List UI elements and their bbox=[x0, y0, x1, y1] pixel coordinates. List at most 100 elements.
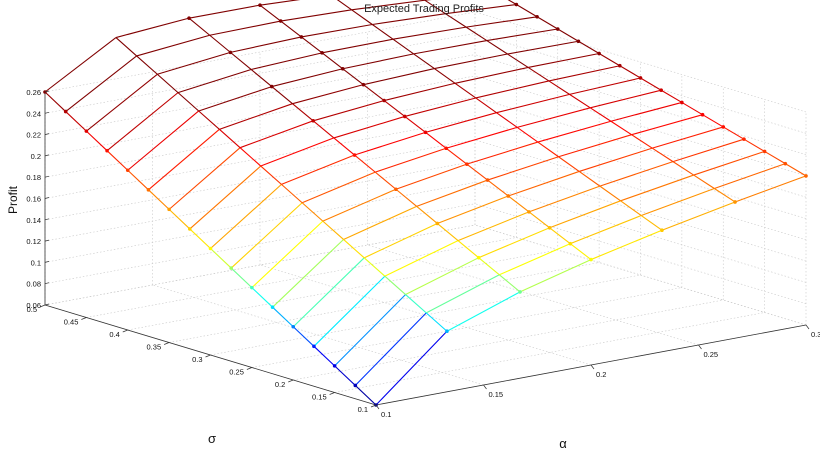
surface-line-sigma bbox=[364, 223, 437, 257]
surface-line-sigma bbox=[559, 135, 632, 157]
sigma-tick-mark bbox=[247, 368, 252, 370]
z-tick-mark bbox=[45, 134, 49, 135]
alpha-tick-label: 0.25 bbox=[704, 350, 719, 359]
surface-line-sigma bbox=[426, 275, 499, 313]
surface-line-sigma bbox=[611, 102, 682, 121]
surface-line-sigma bbox=[426, 113, 497, 133]
surface-point bbox=[258, 3, 262, 7]
surface-line-sigma bbox=[714, 164, 785, 189]
surface-point bbox=[660, 228, 664, 232]
surface-line-sigma bbox=[314, 276, 385, 346]
surface-line-alpha bbox=[529, 212, 550, 228]
sigma-tick-label: 0.45 bbox=[64, 318, 79, 327]
surface-line-alpha bbox=[599, 53, 620, 65]
side-wall-gridline bbox=[475, 97, 806, 197]
surface-line-sigma bbox=[293, 258, 364, 327]
surface-line-alpha bbox=[661, 90, 682, 102]
alpha-tick-label: 0.15 bbox=[489, 390, 504, 399]
surface-line-alpha bbox=[487, 41, 508, 54]
surface-point bbox=[577, 39, 581, 43]
surface-line-alpha bbox=[385, 276, 406, 294]
surface-line-sigma bbox=[417, 180, 488, 206]
z-tick-label: 0.12 bbox=[26, 237, 41, 246]
surface-line-alpha bbox=[107, 151, 128, 171]
surface-line-sigma bbox=[372, 14, 445, 25]
z-tick-label: 0.2 bbox=[31, 152, 41, 161]
surface-point bbox=[589, 258, 593, 262]
surface-point bbox=[188, 227, 192, 231]
surface-line-alpha bbox=[302, 203, 323, 221]
surface-line-alpha bbox=[516, 5, 537, 17]
surface-line-alpha bbox=[344, 239, 365, 257]
surface-line-sigma bbox=[355, 313, 426, 386]
z-tick-mark bbox=[45, 283, 49, 284]
surface-line-alpha bbox=[281, 21, 302, 37]
surface-line-sigma bbox=[273, 239, 344, 307]
surface-line-sigma bbox=[385, 241, 458, 277]
surface-line-sigma bbox=[230, 37, 301, 52]
surface-line-sigma bbox=[652, 127, 723, 148]
surface-line-alpha bbox=[682, 102, 703, 114]
surface-point bbox=[311, 119, 315, 123]
surface-point bbox=[659, 88, 663, 92]
surface-point bbox=[527, 210, 531, 214]
surface-line-sigma bbox=[116, 18, 189, 37]
surface-line-sigma bbox=[496, 94, 569, 112]
surface-line-sigma bbox=[405, 98, 476, 116]
surface-line-alpha bbox=[508, 196, 529, 212]
surface-line-alpha bbox=[611, 121, 632, 134]
surface-line-alpha bbox=[620, 66, 641, 78]
surface-point bbox=[126, 168, 130, 172]
surface-line-sigma bbox=[467, 142, 538, 164]
surface-line-alpha bbox=[260, 5, 281, 21]
surface-line-alpha bbox=[446, 148, 467, 164]
surface-line-sigma bbox=[673, 139, 744, 161]
surface-point bbox=[639, 76, 643, 80]
back-wall-gridline bbox=[45, 33, 475, 113]
surface-line-sigma bbox=[189, 5, 260, 18]
surface-line-sigma bbox=[231, 203, 302, 268]
surface-point bbox=[64, 110, 68, 114]
surface-point bbox=[680, 101, 684, 105]
surface-line-sigma bbox=[641, 189, 714, 216]
surface-line-alpha bbox=[785, 164, 806, 176]
alpha-tick-label: 0.2 bbox=[596, 370, 606, 379]
surface-line-alpha bbox=[331, 0, 352, 10]
sigma-tick-mark bbox=[81, 318, 86, 320]
sigma-tick-mark bbox=[288, 380, 293, 382]
surface-line-alpha bbox=[157, 74, 178, 92]
surface-line-alpha bbox=[190, 229, 211, 249]
z-tick-mark bbox=[45, 198, 49, 199]
surface-line-sigma bbox=[355, 132, 426, 155]
z-tick-mark bbox=[45, 219, 49, 220]
surface-line-sigma bbox=[487, 29, 558, 41]
surface-line-alpha bbox=[137, 56, 158, 74]
surface-line-sigma bbox=[447, 292, 520, 331]
surface-line-alpha bbox=[499, 275, 520, 292]
surface-point bbox=[515, 3, 519, 7]
surface-point bbox=[733, 200, 737, 204]
sigma-tick-label: 0.25 bbox=[229, 368, 244, 377]
surface-line-sigma bbox=[137, 35, 210, 56]
surface-line-sigma bbox=[396, 164, 467, 189]
surface-line-sigma bbox=[579, 148, 652, 171]
surface-point bbox=[548, 226, 552, 230]
surface-point bbox=[300, 35, 304, 39]
surface-line-sigma bbox=[199, 87, 272, 111]
surface-line-sigma bbox=[520, 260, 591, 292]
surface-point bbox=[291, 325, 295, 329]
surface-line-sigma bbox=[363, 69, 434, 85]
surface-line-alpha bbox=[292, 104, 313, 121]
surface-point bbox=[354, 384, 358, 388]
surface-line-alpha bbox=[426, 313, 447, 331]
alpha-tick-mark bbox=[699, 345, 702, 349]
surface-line-alpha bbox=[538, 142, 559, 157]
back-wall-gridline bbox=[45, 76, 475, 156]
surface-line-sigma bbox=[66, 56, 137, 112]
side-wall-gridline bbox=[475, 33, 806, 133]
surface-line-sigma bbox=[600, 162, 673, 187]
surface-line-alpha bbox=[334, 138, 355, 155]
z-axis-label: Profit bbox=[6, 185, 20, 214]
sigma-tick-mark bbox=[123, 330, 128, 332]
